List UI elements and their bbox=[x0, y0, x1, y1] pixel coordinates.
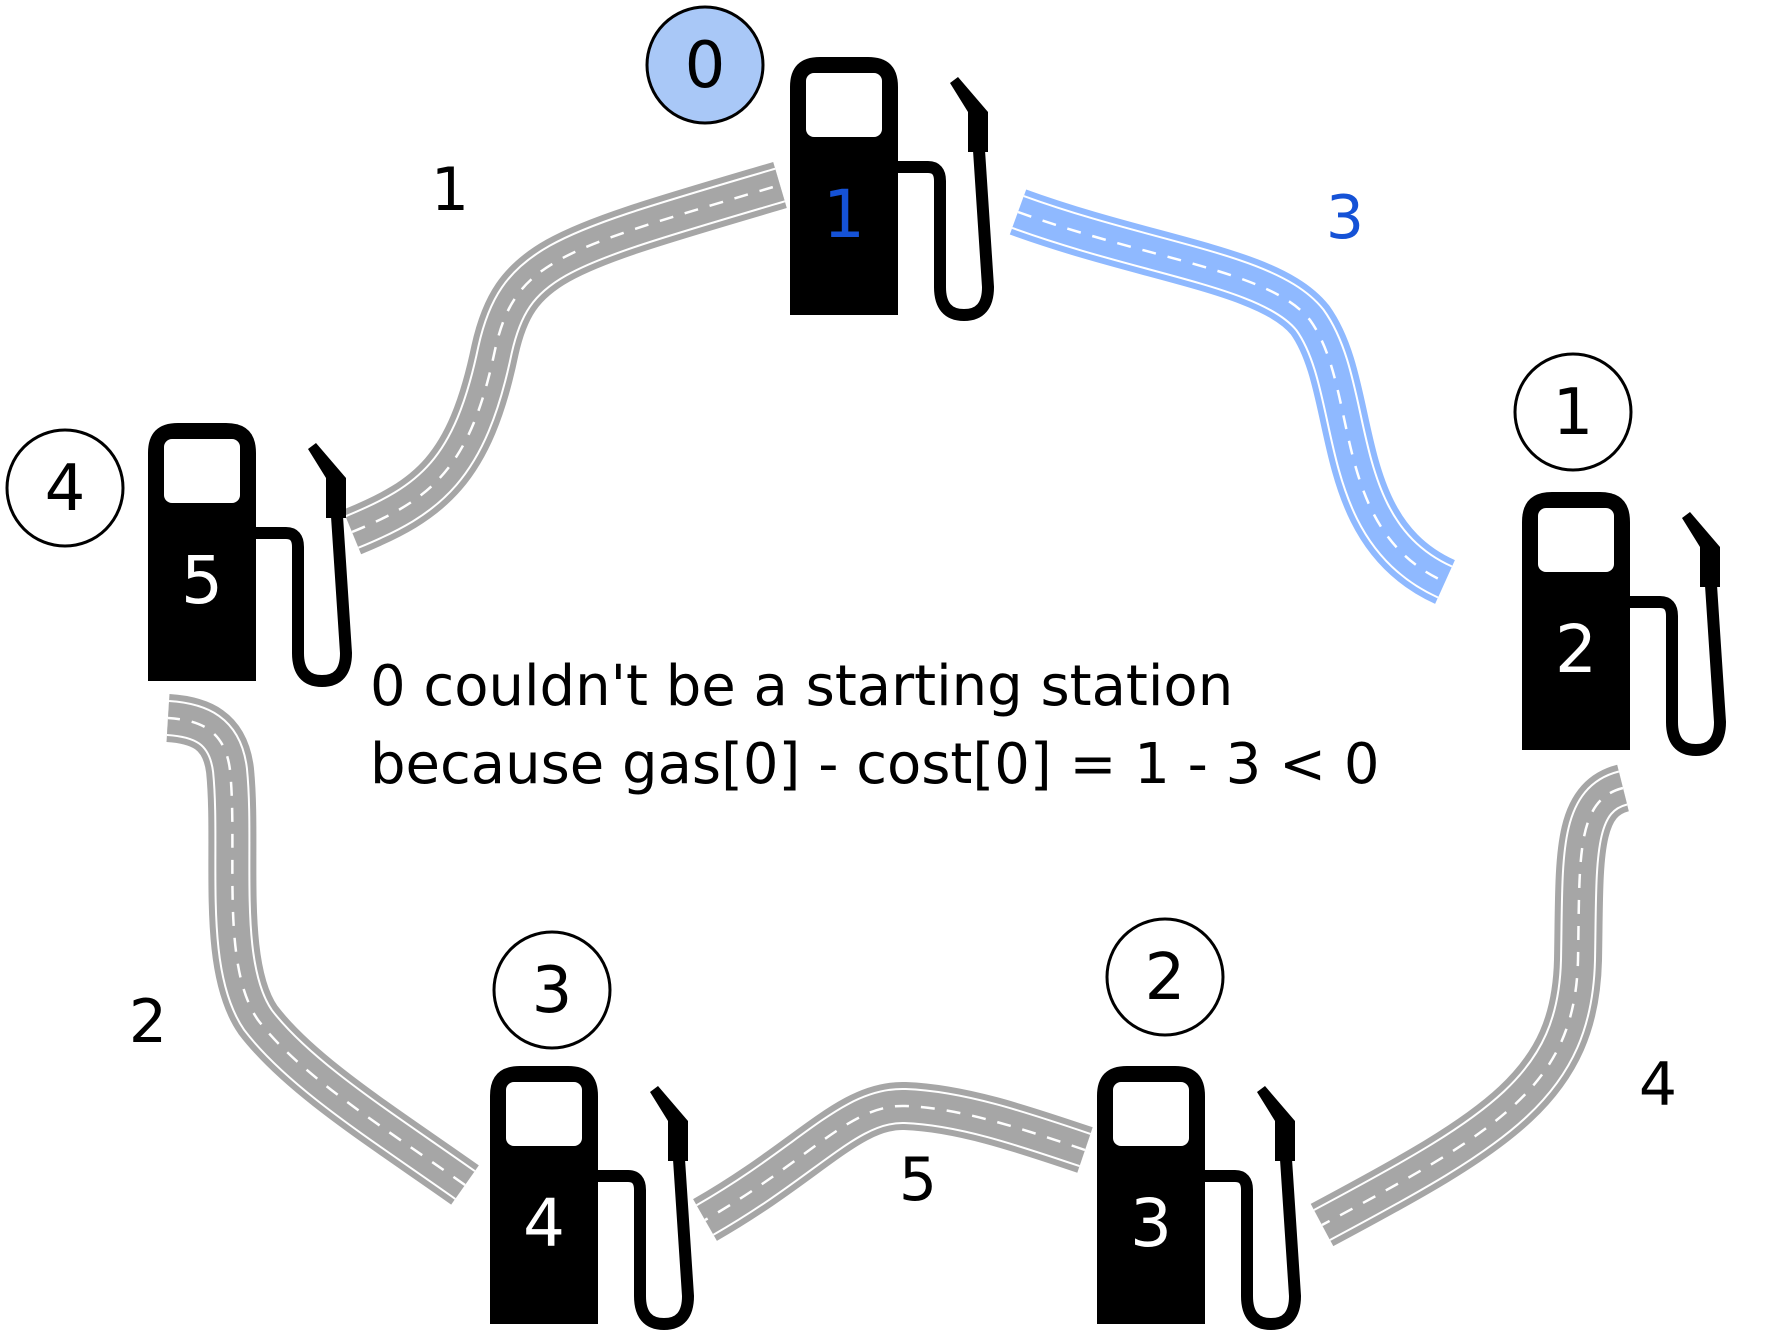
road-2-to-3 bbox=[693, 1082, 1093, 1241]
gas-amount-label: 5 bbox=[181, 542, 223, 619]
road-4-to-0 bbox=[342, 161, 787, 555]
station-index-badge: 3 bbox=[492, 930, 612, 1050]
gas-amount-label: 4 bbox=[523, 1185, 565, 1262]
badge-circle bbox=[1513, 352, 1633, 472]
station-index-label: 4 bbox=[45, 452, 86, 526]
road-0-to-1 bbox=[1009, 189, 1456, 604]
road-cost-label: 4 bbox=[1639, 1050, 1677, 1120]
road-lane bbox=[345, 169, 785, 547]
badge-circle bbox=[492, 930, 612, 1050]
station-1: 21 bbox=[1513, 352, 1726, 756]
pump-display bbox=[506, 1082, 582, 1146]
pump-nozzle bbox=[308, 443, 346, 518]
gas-pump-icon: 3 bbox=[1097, 1066, 1301, 1330]
road-cost-label: 3 bbox=[1326, 183, 1364, 253]
badge-circle bbox=[1105, 917, 1225, 1037]
road-cost-label: 5 bbox=[899, 1145, 937, 1215]
station-index-label: 1 bbox=[1553, 376, 1594, 450]
cost-labels-layer: 3 4 5 2 1 bbox=[129, 155, 1677, 1215]
caption-line-2: because gas[0] - cost[0] = 1 - 3 < 0 bbox=[370, 732, 1379, 797]
road-center-dash bbox=[167, 716, 466, 1187]
road-lane bbox=[1314, 772, 1629, 1240]
station-index-label: 0 bbox=[685, 29, 726, 103]
road-cost-label: 2 bbox=[129, 987, 167, 1057]
pump-display bbox=[1113, 1082, 1189, 1146]
pump-hose bbox=[250, 495, 352, 687]
gas-amount-label: 2 bbox=[1555, 611, 1597, 688]
road-cost-label: 1 bbox=[431, 155, 469, 225]
station-0: 10 bbox=[645, 5, 994, 321]
roads-layer bbox=[165, 161, 1631, 1247]
pump-hose bbox=[1624, 564, 1726, 756]
caption-line-1: 0 couldn't be a starting station bbox=[370, 654, 1233, 719]
pump-display bbox=[1538, 508, 1614, 572]
badge-circle bbox=[645, 5, 765, 125]
gas-pump-icon: 5 bbox=[148, 423, 352, 687]
pump-nozzle bbox=[1257, 1086, 1295, 1161]
station-2: 32 bbox=[1097, 917, 1301, 1330]
pump-hose bbox=[592, 1138, 694, 1330]
pump-nozzle bbox=[650, 1086, 688, 1161]
pump-display bbox=[164, 439, 240, 503]
road-center-dash bbox=[704, 1104, 1086, 1222]
station-index-badge: 1 bbox=[1513, 352, 1633, 472]
gas-pump-icon: 2 bbox=[1522, 492, 1726, 756]
station-index-badge: 2 bbox=[1105, 917, 1225, 1037]
pump-display bbox=[806, 73, 882, 137]
station-4: 54 bbox=[5, 423, 352, 687]
station-index-badge: 4 bbox=[5, 428, 125, 548]
road-center-dash bbox=[1017, 210, 1446, 584]
road-3-to-4 bbox=[165, 694, 479, 1205]
gas-pump-icon: 1 bbox=[790, 57, 994, 321]
station-index-badge: 0 bbox=[645, 5, 765, 125]
station-3: 43 bbox=[490, 930, 694, 1330]
gas-pump-icon: 4 bbox=[490, 1066, 694, 1330]
station-index-label: 2 bbox=[1145, 941, 1186, 1015]
gas-amount-label: 3 bbox=[1130, 1185, 1172, 1262]
pump-nozzle bbox=[950, 77, 988, 152]
pump-hose bbox=[892, 129, 994, 321]
gas-amount-label: 1 bbox=[823, 176, 865, 253]
badge-circle bbox=[5, 428, 125, 548]
station-index-label: 3 bbox=[532, 954, 573, 1028]
road-1-to-2 bbox=[1310, 764, 1631, 1247]
pump-nozzle bbox=[1682, 512, 1720, 587]
pump-hose bbox=[1199, 1138, 1301, 1330]
